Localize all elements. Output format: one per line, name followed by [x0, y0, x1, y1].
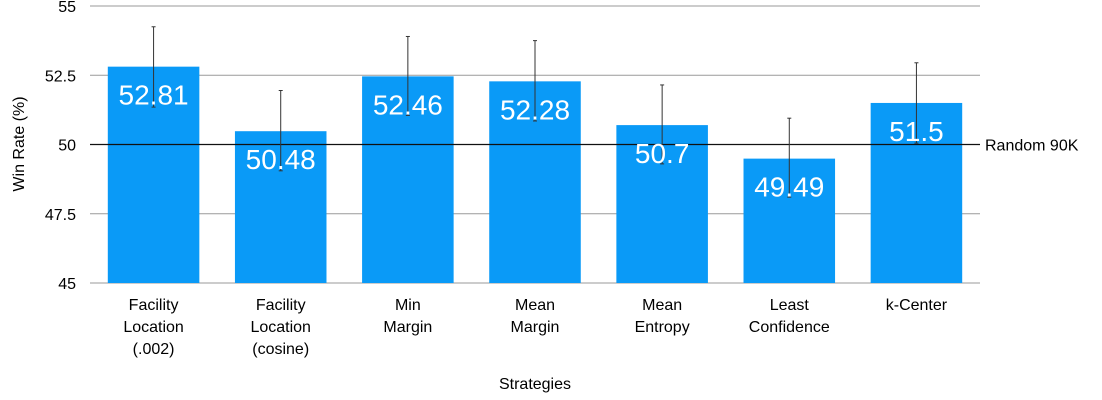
- category-label: k-Center: [886, 297, 948, 314]
- category-label: Facility: [129, 297, 179, 314]
- bars: [107, 66, 963, 284]
- category-label: Location: [123, 319, 184, 336]
- category-label: Margin: [511, 319, 560, 336]
- category-label: Mean: [642, 297, 682, 314]
- category-label: (cosine): [252, 341, 309, 358]
- bar-value-label: 52.46: [373, 89, 443, 120]
- y-tick-label: 55: [58, 0, 76, 16]
- category-label: Location: [250, 319, 311, 336]
- category-label: Mean: [515, 297, 555, 314]
- category-label: Facility: [256, 297, 306, 314]
- y-axis-title: Win Rate (%): [11, 96, 28, 191]
- y-tick-label: 47.5: [45, 207, 76, 224]
- bar-value-label: 52.81: [119, 80, 189, 111]
- category-label: Confidence: [749, 319, 830, 336]
- y-tick-label: 52.5: [45, 68, 76, 85]
- reference-line-group: Random 90K: [90, 138, 1079, 155]
- category-label: Min: [395, 297, 421, 314]
- x-axis-title: Strategies: [499, 376, 571, 393]
- bar-value-label: 50.48: [246, 144, 316, 175]
- y-tick-label: 45: [58, 276, 76, 293]
- y-tick-labels: 45 47.5 50 52.5 55: [45, 0, 76, 293]
- category-labels: Facility Location (.002) Facility Location (c…: [123, 297, 947, 358]
- bar-value-label: 52.28: [500, 94, 570, 125]
- bar-value-label: 49.49: [754, 172, 824, 203]
- reference-line-label: Random 90K: [985, 138, 1079, 155]
- error-bars: [151, 26, 919, 198]
- bar-value-label: 50.7: [635, 138, 690, 169]
- bar-value-label: 51.5: [889, 116, 944, 147]
- data-labels: 52.81 50.48 52.46 52.28 50.7 49.49 51.5: [119, 80, 944, 203]
- category-label: (.002): [133, 341, 175, 358]
- category-label: Least: [770, 297, 810, 314]
- y-tick-label: 50: [58, 138, 76, 155]
- category-label: Entropy: [635, 319, 690, 336]
- category-label: Margin: [383, 319, 432, 336]
